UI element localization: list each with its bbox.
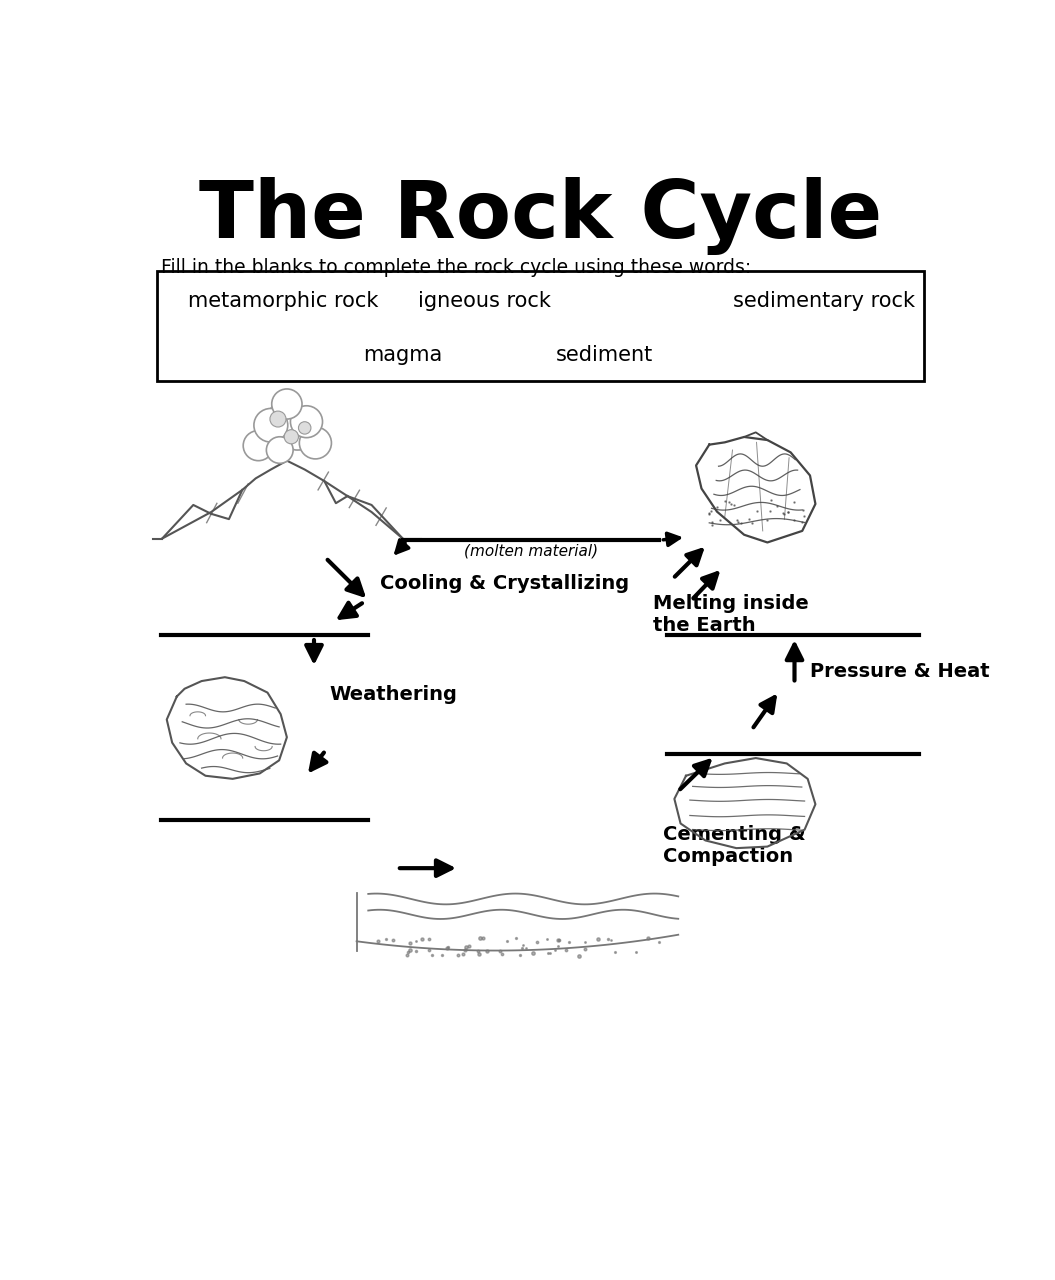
Text: Melting inside
the Earth: Melting inside the Earth	[653, 594, 808, 635]
Bar	[157, 271, 924, 380]
Circle shape	[290, 406, 323, 438]
Circle shape	[270, 411, 286, 428]
Text: igneous rock: igneous rock	[418, 292, 551, 311]
Circle shape	[272, 389, 302, 419]
Text: (molten material): (molten material)	[464, 544, 598, 559]
Circle shape	[254, 408, 288, 442]
Text: sediment: sediment	[556, 346, 653, 365]
Text: Fill in the blanks to complete the rock cycle using these words:: Fill in the blanks to complete the rock …	[161, 257, 751, 276]
Circle shape	[284, 430, 299, 444]
Text: The Rock Cycle: The Rock Cycle	[199, 177, 882, 255]
Circle shape	[269, 398, 305, 434]
Text: Pressure & Heat: Pressure & Heat	[810, 662, 990, 681]
Circle shape	[300, 428, 331, 460]
Circle shape	[244, 430, 273, 461]
Text: metamorphic rock: metamorphic rock	[188, 292, 378, 311]
Text: Cooling & Crystallizing: Cooling & Crystallizing	[380, 573, 629, 593]
Circle shape	[266, 436, 293, 463]
Text: Weathering: Weathering	[329, 685, 458, 704]
Text: magma: magma	[364, 346, 443, 365]
Circle shape	[299, 421, 311, 434]
Text: sedimentary rock: sedimentary rock	[732, 292, 915, 311]
Circle shape	[277, 411, 318, 451]
Circle shape	[258, 421, 294, 457]
Text: Cementing &
Compaction: Cementing & Compaction	[663, 826, 806, 867]
